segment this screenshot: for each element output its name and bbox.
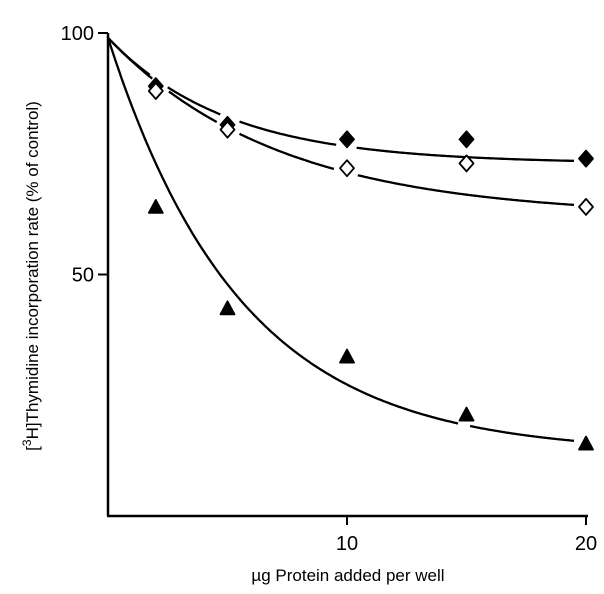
data-point-open-diamond (219, 120, 236, 139)
data-point-open-diamond (147, 82, 164, 100)
fitted-curve-segment (239, 120, 337, 146)
fitted-curve-segment (168, 90, 218, 124)
data-point-open-diamond (339, 159, 355, 178)
axis-ticks: 50 100 10 20 (61, 23, 598, 555)
data-point-filled-triangle (147, 198, 164, 214)
x-tick-label: 10 (336, 533, 358, 555)
y-axis-title-suffix: H]Thymidine incorporation rate (% of con… (23, 101, 42, 439)
y-axis-title-superscript: 3 (20, 439, 34, 446)
fitted-curve-segment (469, 424, 575, 442)
y-axis-title: [3H]Thymidine incorporation rate (% of c… (20, 101, 42, 451)
fitted-curve-segment (357, 174, 575, 207)
x-axis-title: µg Protein added per well (251, 566, 444, 585)
data-point-filled-triangle (578, 435, 594, 451)
data-point-open-diamond (578, 197, 594, 216)
data-point-filled-diamond (458, 130, 475, 149)
fitted-curve-segment (238, 132, 335, 171)
data-point-filled-diamond (578, 149, 594, 168)
y-tick-label: 50 (72, 265, 94, 287)
data-point-open-diamond (458, 154, 475, 173)
fitted-curve-segment (167, 86, 221, 116)
data-point-filled-diamond (339, 130, 355, 149)
fitted-curve-segment (107, 37, 153, 80)
y-tick-label: 100 (61, 23, 94, 45)
x-tick-label: 20 (575, 533, 597, 555)
fitted-curve-segment (106, 37, 459, 425)
data-markers (147, 77, 594, 451)
data-point-filled-triangle (219, 300, 236, 316)
data-point-filled-triangle (339, 348, 355, 364)
data-point-filled-triangle (458, 406, 475, 422)
fitted-curves (106, 37, 575, 442)
y-axis-title-prefix: [ (23, 446, 42, 451)
